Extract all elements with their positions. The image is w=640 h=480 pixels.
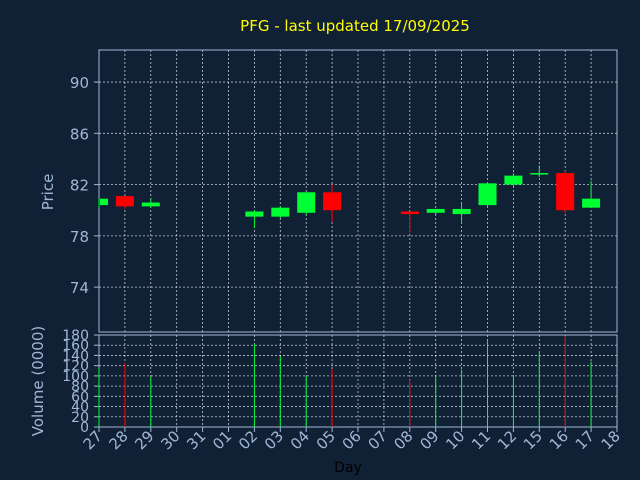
volume-axis-label: Volume (0000)	[29, 326, 47, 436]
x-tick-label: 12	[494, 427, 520, 453]
volume-tick-label: 160	[62, 338, 89, 354]
x-tick-label: 05	[313, 427, 339, 453]
x-tick-label: 15	[520, 427, 546, 453]
x-axis-label: Day	[334, 460, 362, 476]
volume-tick-label: 140	[62, 348, 89, 364]
x-tick-label: 11	[468, 427, 494, 453]
candle-body	[504, 175, 523, 185]
x-tick-label: 29	[131, 427, 157, 453]
volume-tick-label: 40	[71, 400, 89, 416]
x-tick-label: 16	[546, 427, 572, 453]
price-tick-label: 86	[70, 125, 89, 143]
candle-body	[530, 173, 549, 175]
x-tick-label: 07	[364, 427, 390, 453]
x-tick-label: 01	[209, 427, 235, 453]
candle-body	[271, 207, 290, 217]
volume-tick-label: 80	[71, 379, 89, 395]
candle-body	[141, 202, 160, 207]
price-tick-label: 82	[70, 177, 89, 195]
candle-body	[115, 196, 134, 207]
candle-body	[323, 192, 342, 211]
price-tick-label: 90	[70, 74, 89, 92]
x-tick-label: 10	[442, 427, 468, 453]
volume-tick-label: 180	[62, 328, 89, 344]
candle-body	[297, 192, 316, 213]
candle-body	[478, 183, 497, 206]
x-tick-label: 06	[339, 427, 365, 453]
x-tick-label: 28	[105, 427, 131, 453]
candle-body	[400, 211, 419, 215]
candle-body	[100, 198, 108, 206]
candle-body	[556, 173, 575, 211]
x-tick-label: 09	[416, 427, 442, 453]
candle-body	[426, 208, 445, 213]
x-tick-label: 02	[235, 427, 261, 453]
price-tick-label: 78	[70, 228, 89, 246]
price-tick-label: 74	[70, 279, 89, 297]
x-tick-label: 17	[572, 427, 598, 453]
volume-tick-label: 0	[80, 420, 89, 436]
x-tick-label: 18	[598, 427, 624, 453]
volume-tick-label: 120	[62, 359, 89, 375]
volume-tick-label: 20	[71, 410, 89, 426]
x-tick-label: 08	[390, 427, 416, 453]
x-tick-label: 04	[287, 427, 313, 453]
volume-tick-label: 60	[71, 389, 89, 405]
candle-body	[582, 198, 601, 208]
candle-body	[452, 208, 471, 215]
x-tick-label: 30	[157, 427, 183, 453]
candle-body	[245, 211, 264, 217]
price-panel-frame	[98, 49, 618, 333]
volume-tick-label: 100	[62, 369, 89, 385]
price-axis-label: Price	[39, 174, 57, 211]
x-tick-label: 31	[183, 427, 209, 453]
chart-title: PFG - last updated 17/09/2025	[240, 17, 470, 35]
x-tick-label: 03	[261, 427, 287, 453]
